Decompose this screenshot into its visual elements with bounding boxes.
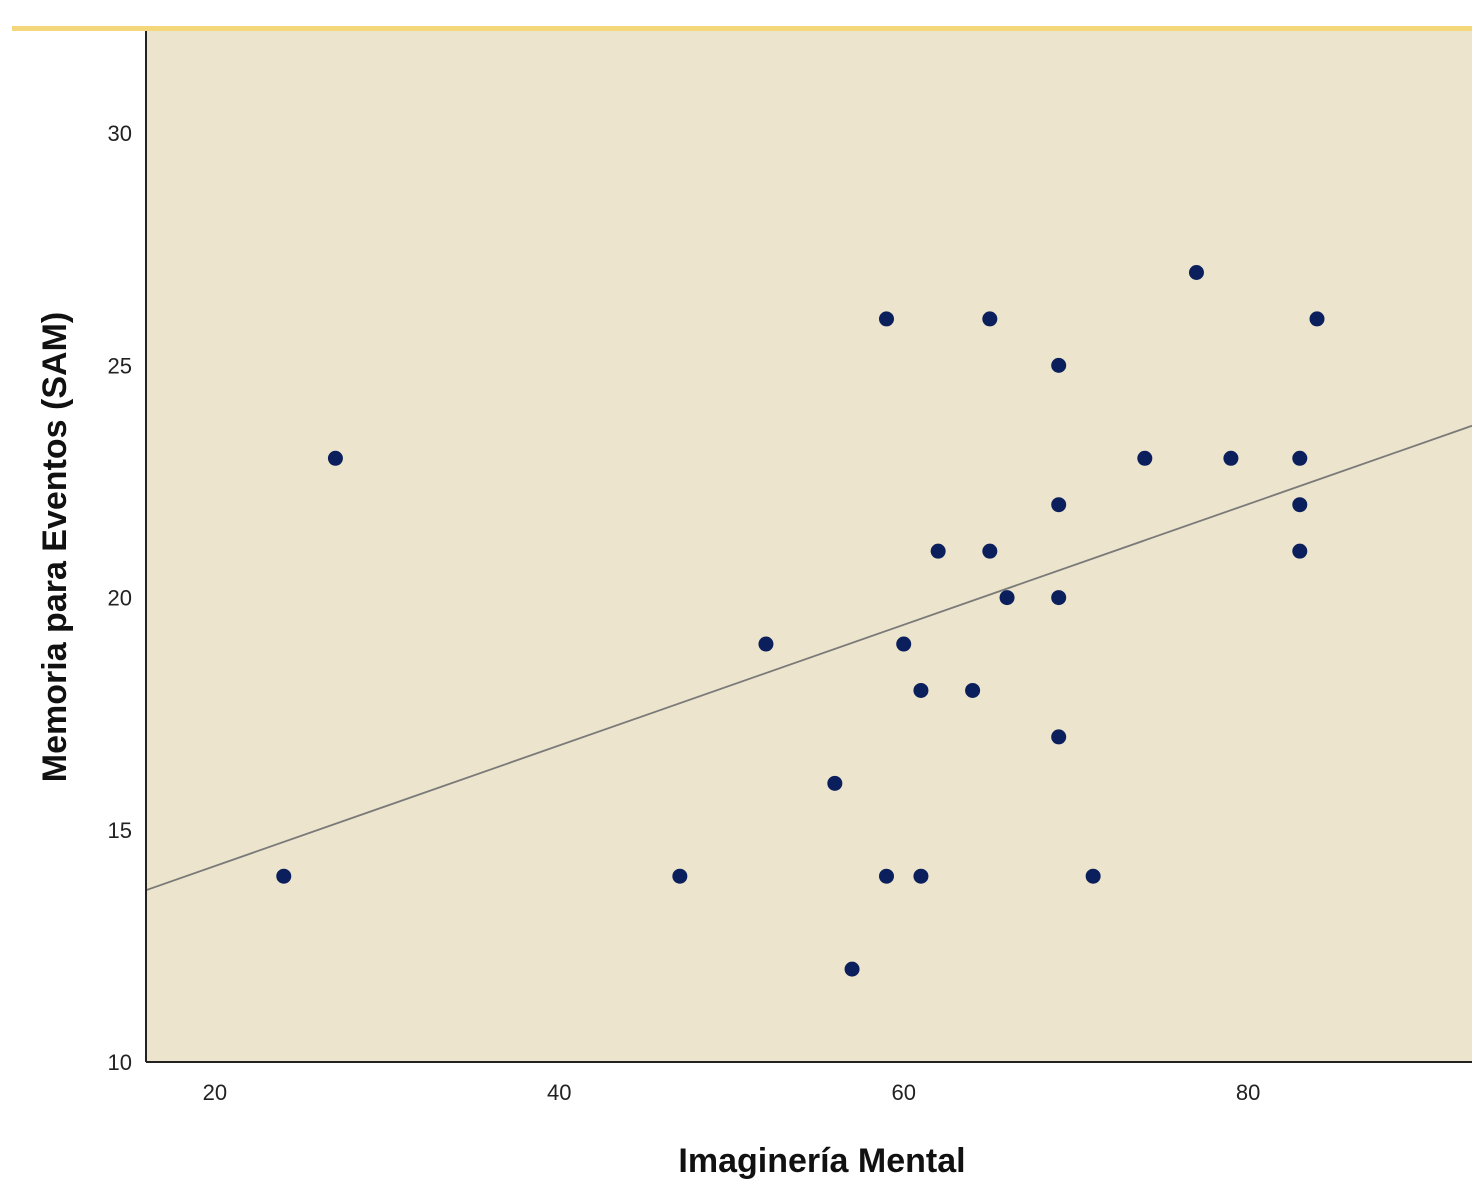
data-point-21 [1137,450,1153,466]
data-point-1 [327,450,343,466]
y-axis-ticks: 10 15 20 25 30 [108,121,132,1075]
data-point-0 [276,868,292,884]
data-point-26 [1292,543,1308,559]
data-point-10 [913,868,929,884]
fit-line-layer [145,424,1472,892]
data-point-7 [878,868,894,884]
data-point-24 [1292,450,1308,466]
plot-area [146,31,1472,1062]
data-point-25 [1292,497,1308,513]
x-tick-label: 40 [547,1080,571,1105]
data-point-17 [1051,497,1067,513]
y-tick-label: 15 [108,818,132,843]
x-axis-ticks: 20 40 60 80 [203,1080,1261,1105]
data-point-13 [982,311,998,327]
data-point-5 [844,961,860,977]
x-tick-label: 80 [1236,1080,1260,1105]
fit-line [145,424,1472,892]
y-axis-title: Memoria para Eventos (SAM) [36,312,74,782]
x-axis-title: Imaginería Mental [678,1142,965,1180]
data-point-8 [896,636,912,652]
data-point-6 [878,311,894,327]
data-point-3 [758,636,774,652]
data-point-27 [1309,311,1325,327]
data-point-15 [999,590,1015,606]
data-point-14 [982,543,998,559]
data-point-2 [672,868,688,884]
x-tick-label: 20 [203,1080,227,1105]
y-tick-label: 20 [108,586,132,611]
y-tick-label: 10 [108,1050,132,1075]
data-point-16 [1051,357,1067,373]
top-band [12,26,1472,31]
data-point-23 [1223,450,1239,466]
points-layer [276,264,1325,977]
data-point-4 [827,775,843,791]
y-tick-label: 25 [108,353,132,378]
data-point-12 [965,682,981,698]
x-tick-label: 60 [891,1080,915,1105]
data-point-9 [913,682,929,698]
data-point-11 [930,543,946,559]
data-point-19 [1051,729,1067,745]
data-point-18 [1051,590,1067,606]
data-point-22 [1188,264,1204,280]
y-tick-label: 30 [108,121,132,146]
data-point-20 [1085,868,1101,884]
